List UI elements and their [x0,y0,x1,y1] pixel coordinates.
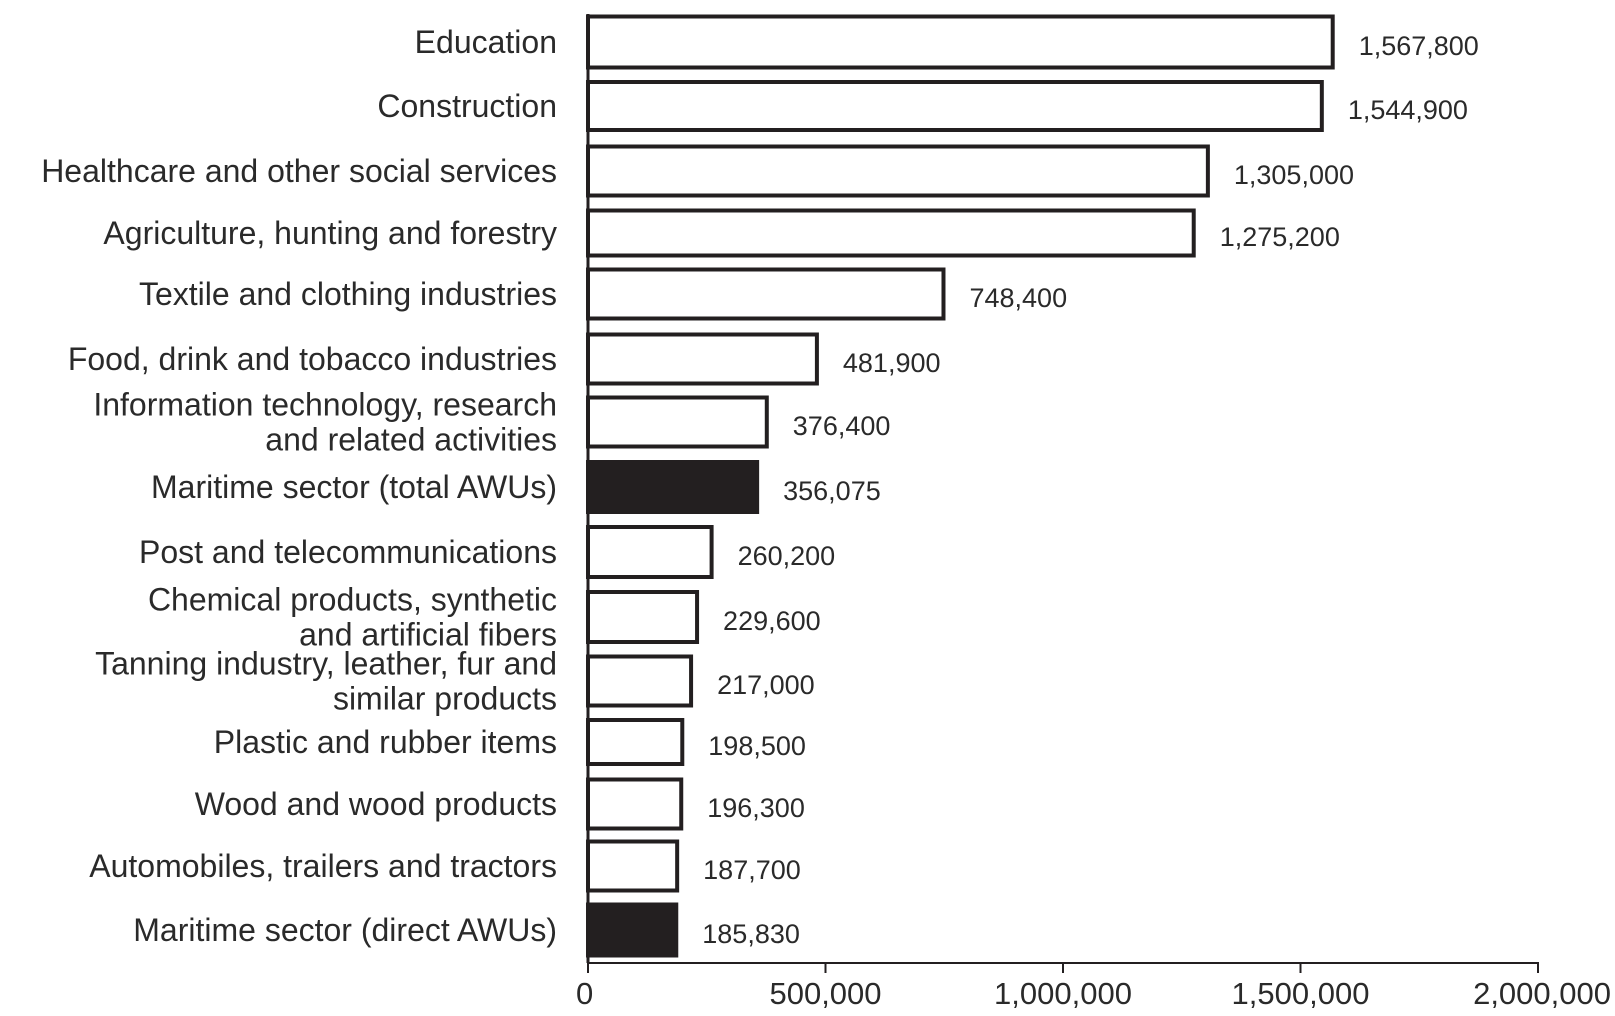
category-label: Healthcare and other social services [41,153,557,189]
value-label: 356,075 [783,476,881,506]
bar [586,332,819,386]
x-tick-label: 1,500,000 [1232,976,1370,1011]
category-label: Automobiles, trailers and tractors [89,848,557,884]
bar-highlighted [586,902,679,958]
category-label: Plastic and rubber items [214,724,557,760]
x-tick-label: 2,000,000 [1473,976,1611,1011]
category-label: Post and telecommunications [139,534,557,570]
value-label: 187,700 [703,855,801,885]
x-tick-label: 0 [576,976,593,1011]
value-label: 196,300 [707,793,805,823]
value-label: 1,275,200 [1220,222,1340,252]
x-axis: 0 500,000 1,000,000 1,500,000 2,000,000 [576,14,1611,1011]
category-label: Wood and wood products [195,786,557,822]
value-label: 1,305,000 [1234,160,1354,190]
category-label: and artificial fibers [299,617,557,653]
bar [586,208,1196,258]
bar [586,718,685,766]
value-label: 1,567,800 [1359,31,1479,61]
category-label: Food, drink and tobacco industries [68,341,557,377]
bar [586,14,1335,70]
value-label: 376,400 [793,411,891,441]
bar [586,395,769,449]
value-label: 198,500 [708,731,806,761]
bar [586,267,946,321]
bars-layer [586,14,1335,958]
bar-highlighted [586,460,760,514]
x-tick-label: 500,000 [769,976,881,1011]
bar [586,654,694,708]
category-label: Maritime sector (total AWUs) [151,469,557,505]
value-label: 1,544,900 [1348,95,1468,125]
value-label: 481,900 [843,348,941,378]
category-label: Tanning industry, leather, fur and [95,646,557,682]
category-label: Agriculture, hunting and forestry [103,215,557,251]
x-tick-label: 1,000,000 [994,976,1132,1011]
category-label: Textile and clothing industries [139,276,557,312]
value-label: 748,400 [969,283,1067,313]
category-label: Construction [377,88,557,124]
category-label: similar products [333,681,557,717]
bar [586,777,684,831]
category-label: Information technology, research [93,387,557,423]
bar [586,144,1210,198]
value-label: 260,200 [738,541,836,571]
bar [586,590,700,644]
bar [586,80,1324,132]
category-labels: Education Construction Healthcare and othe… [41,24,557,948]
bar [586,525,714,579]
category-label: Education [415,24,557,60]
value-label: 229,600 [723,606,821,636]
value-labels: 1,567,800 1,544,900 1,305,000 1,275,200 748,… [702,31,1479,949]
value-label: 217,000 [717,670,815,700]
category-label: Chemical products, synthetic [148,582,557,618]
category-label: and related activities [265,422,557,458]
value-label: 185,830 [702,919,800,949]
bar [586,839,680,893]
category-label: Maritime sector (direct AWUs) [133,912,557,948]
